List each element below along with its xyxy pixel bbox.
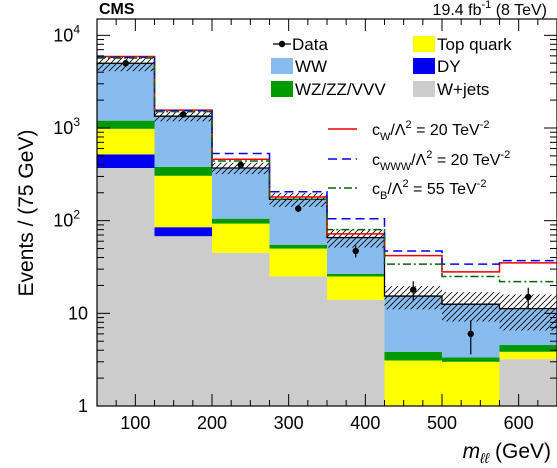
legend-label-wz-zz-vvv: WZ/ZZ/VVV	[295, 80, 386, 99]
signal-line-cwww	[97, 56, 557, 265]
bar-wz-zz-vvv	[384, 351, 442, 361]
x-axis-subscript: ℓℓ	[479, 450, 490, 466]
lumi-energy: (8 TeV)	[491, 2, 547, 19]
legend-label-cwww: cWWW/Λ2 = 20 TeV-2	[372, 149, 510, 173]
bar-wz-zz-vvv	[442, 357, 500, 362]
lumi-exponent: -1	[481, 0, 491, 11]
legend-label-dy: DY	[437, 57, 461, 76]
bar-top-quark	[269, 248, 327, 277]
lumi-label: 19.4 fb-1 (8 TeV)	[433, 0, 547, 19]
bar-top-quark	[384, 360, 442, 406]
y-tick-label: 1	[78, 396, 88, 416]
bar-w-jets	[327, 299, 385, 406]
axes: 100 200 300 400 500 600 1 10 102 103 104	[53, 19, 557, 433]
bar-w-jets	[499, 359, 557, 406]
bar-top-quark	[442, 361, 500, 406]
x-tick-label: 100	[120, 413, 150, 433]
x-tick-label: 300	[274, 413, 304, 433]
legend-data-marker	[278, 40, 286, 48]
legend-label-ww: WW	[295, 57, 327, 76]
uncertainty-hatch	[442, 292, 500, 322]
uncertainty-hatch	[327, 229, 385, 248]
legend-swatch-top-quark	[413, 36, 435, 52]
data-point	[467, 330, 474, 338]
bar-wz-zz-vvv	[327, 273, 385, 277]
legend-label-top-quark: Top quark	[437, 35, 512, 54]
data-point	[352, 247, 359, 255]
y-tick-label: 10	[68, 303, 88, 323]
bar-top-quark	[97, 128, 155, 155]
lumi-value: 19.4 fb	[433, 2, 482, 19]
bar-top-quark	[499, 351, 557, 360]
data-points	[122, 60, 532, 355]
legend: Data Top quark WW DY WZ/ZZ/VVV W+jets cW/Λ2 = …	[271, 35, 512, 202]
bar-w-jets	[154, 236, 212, 406]
bar-wz-zz-vvv	[212, 218, 270, 224]
data-point	[410, 286, 417, 293]
bar-ww	[212, 168, 270, 219]
y-tick-label: 103	[53, 115, 80, 138]
x-tick-label: 500	[427, 413, 457, 433]
data-point	[180, 111, 187, 118]
bar-ww	[97, 63, 155, 121]
data-point	[295, 205, 302, 212]
experiment-label: CMS	[99, 1, 135, 18]
x-tick-label: 200	[197, 413, 227, 433]
bar-w-jets	[212, 252, 270, 406]
x-axis-unit: (GeV)	[489, 440, 551, 463]
legend-label-cb: cB/Λ2 = 55 TeV-2	[372, 178, 486, 202]
legend-swatch-dy	[413, 58, 435, 74]
bar-wz-zz-vvv	[97, 120, 155, 129]
bar-w-jets	[97, 168, 155, 406]
bar-top-quark	[327, 276, 385, 300]
y-axis-label: Events / (75 GeV)	[15, 130, 38, 297]
data-point	[122, 60, 129, 67]
data-point	[525, 293, 532, 301]
bar-w-jets	[269, 276, 327, 406]
bar-wz-zz-vvv	[154, 166, 212, 176]
legend-swatch-ww	[271, 58, 293, 74]
legend-swatch-wz-zz-vvv	[271, 81, 293, 97]
bar-ww	[154, 116, 212, 167]
bar-wz-zz-vvv	[269, 244, 327, 249]
x-tick-label: 400	[350, 413, 380, 433]
bar-wz-zz-vvv	[499, 345, 557, 352]
legend-swatch-w-jets	[413, 81, 435, 97]
bar-top-quark	[212, 223, 270, 253]
data-point	[237, 161, 244, 169]
legend-label-cw: cW/Λ2 = 20 TeV-2	[372, 119, 489, 143]
bar-dy	[154, 227, 212, 237]
stacked-histogram	[97, 63, 557, 406]
x-axis-label: mℓℓ (GeV)	[463, 440, 551, 466]
legend-label-w-jets: W+jets	[437, 80, 489, 99]
bar-dy	[97, 154, 155, 169]
x-axis-symbol: m	[463, 440, 481, 463]
bar-top-quark	[154, 175, 212, 228]
x-tick-label: 600	[504, 413, 534, 433]
y-tick-label: 104	[53, 22, 80, 45]
y-tick-label: 102	[53, 208, 80, 231]
legend-label-data: Data	[292, 35, 328, 54]
